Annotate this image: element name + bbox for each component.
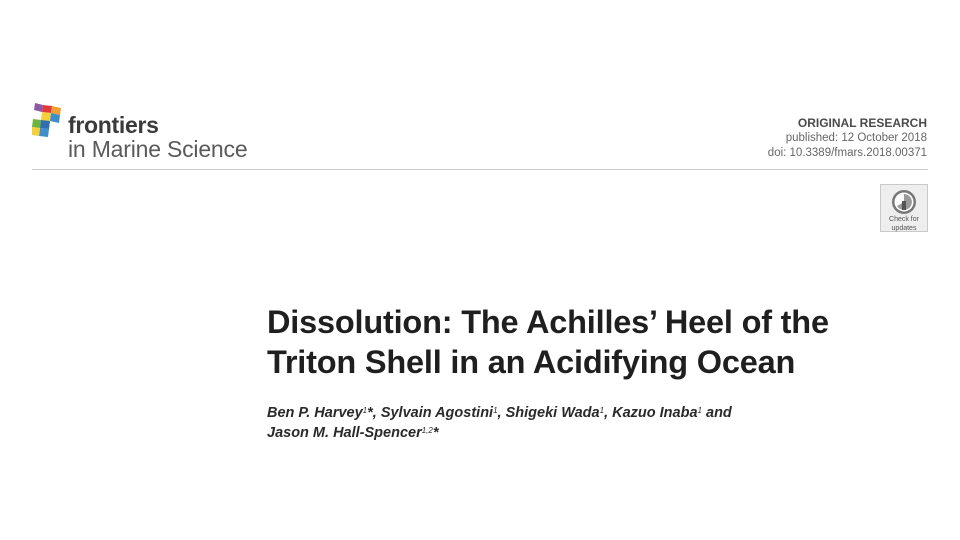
author-name[interactable]: Ben P. Harvey [267, 405, 363, 421]
affiliation-mark: 1 [697, 406, 702, 415]
author-name[interactable]: Sylvain Agostini [380, 405, 494, 421]
publication-date: published: 12 October 2018 [785, 132, 927, 144]
article-meta: ORIGINAL RESEARCH published: 12 October … [768, 116, 927, 161]
author-line-1: Ben P. Harvey1*, Sylvain Agostini1, Shig… [267, 403, 907, 423]
author-separator: , [497, 405, 506, 421]
title-line-1: Dissolution: The Achilles’ Heel of the [267, 304, 829, 340]
author-separator: * [432, 425, 439, 441]
author-name[interactable]: Shigeki Wada [505, 405, 600, 421]
affiliation-mark: 1 [362, 406, 368, 415]
badge-label-line2: updates [891, 224, 917, 232]
author-separator: *, [367, 405, 381, 421]
frontiers-logo-icon [32, 103, 61, 137]
badge-label-line1: Check for [889, 216, 919, 223]
author-name[interactable]: Kazuo Inaba [612, 405, 698, 421]
author-separator: , [604, 405, 613, 421]
title-line-2: Triton Shell in an Acidifying Ocean [267, 344, 796, 380]
affiliation-mark: 1 [493, 406, 498, 415]
author-line-2: Jason M. Hall-Spencer1,2* [267, 423, 907, 443]
journal-name: in Marine Science [68, 136, 248, 162]
journal-logo[interactable]: frontiers in Marine Science [32, 100, 248, 162]
article-type: ORIGINAL RESEARCH [797, 116, 927, 130]
article-title: Dissolution: The Achilles’ Heel of the T… [267, 302, 937, 382]
affiliation-mark: 1,2 [421, 426, 433, 435]
brand-name: frontiers [68, 112, 159, 138]
affiliation-mark: 1 [599, 406, 605, 415]
author-name[interactable]: Jason M. Hall-Spencer [267, 425, 422, 441]
author-list: Ben P. Harvey1*, Sylvain Agostini1, Shig… [267, 403, 907, 443]
doi[interactable]: doi: 10.3389/fmars.2018.00371 [767, 147, 927, 159]
check-for-updates-icon [892, 190, 916, 214]
header-divider [32, 169, 928, 170]
check-for-updates-button[interactable]: Check for updates [880, 184, 928, 232]
author-separator: and [701, 405, 732, 421]
